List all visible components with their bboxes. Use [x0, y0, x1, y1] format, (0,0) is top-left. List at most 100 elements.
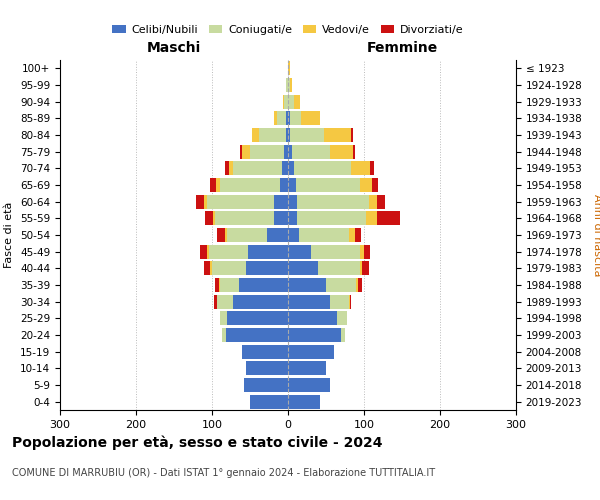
- Bar: [370, 194, 377, 209]
- Bar: [205, 261, 211, 276]
- Bar: [356, 278, 358, 292]
- Bar: [288, 78, 290, 92]
- Bar: [220, 278, 239, 292]
- Bar: [288, 378, 330, 392]
- Bar: [353, 144, 355, 159]
- Bar: [288, 112, 290, 126]
- Bar: [216, 178, 220, 192]
- Bar: [200, 244, 208, 259]
- Bar: [288, 344, 334, 359]
- Bar: [311, 244, 360, 259]
- Bar: [297, 211, 365, 226]
- Bar: [215, 278, 219, 292]
- Bar: [250, 394, 288, 409]
- Bar: [325, 128, 351, 142]
- Bar: [288, 311, 337, 326]
- Bar: [203, 194, 208, 209]
- Bar: [240, 144, 242, 159]
- Bar: [215, 211, 274, 226]
- Bar: [242, 344, 288, 359]
- Bar: [294, 162, 351, 175]
- Bar: [288, 94, 294, 109]
- Text: COMUNE DI MARRUBIU (OR) - Dati ISTAT 1° gennaio 2024 - Elaborazione TUTTITALIA.I: COMUNE DI MARRUBIU (OR) - Dati ISTAT 1° …: [12, 468, 435, 477]
- Bar: [337, 311, 347, 326]
- Bar: [288, 162, 294, 175]
- Bar: [213, 211, 215, 226]
- Bar: [349, 228, 355, 242]
- Bar: [211, 261, 212, 276]
- Bar: [365, 211, 377, 226]
- Bar: [248, 244, 288, 259]
- Bar: [350, 294, 351, 308]
- Bar: [259, 128, 286, 142]
- Bar: [286, 78, 288, 92]
- Bar: [362, 261, 368, 276]
- Bar: [196, 194, 203, 209]
- Bar: [330, 144, 353, 159]
- Bar: [355, 228, 361, 242]
- Bar: [282, 162, 288, 175]
- Bar: [220, 178, 280, 192]
- Bar: [212, 261, 246, 276]
- Bar: [297, 194, 370, 209]
- Text: Popolazione per età, sesso e stato civile - 2024: Popolazione per età, sesso e stato civil…: [12, 435, 383, 450]
- Bar: [371, 178, 377, 192]
- Bar: [242, 144, 250, 159]
- Bar: [330, 294, 349, 308]
- Bar: [319, 261, 360, 276]
- Bar: [280, 178, 288, 192]
- Bar: [288, 394, 320, 409]
- Bar: [292, 144, 330, 159]
- Bar: [229, 162, 233, 175]
- Y-axis label: Fasce di età: Fasce di età: [4, 202, 14, 268]
- Bar: [209, 244, 248, 259]
- Bar: [341, 328, 345, 342]
- Bar: [233, 294, 288, 308]
- Text: Femmine: Femmine: [367, 41, 437, 55]
- Bar: [288, 194, 297, 209]
- Bar: [233, 162, 282, 175]
- Bar: [377, 194, 385, 209]
- Bar: [284, 94, 288, 109]
- Bar: [288, 62, 290, 76]
- Bar: [239, 278, 288, 292]
- Bar: [286, 112, 288, 126]
- Y-axis label: Anni di nascita: Anni di nascita: [592, 194, 600, 276]
- Bar: [274, 194, 288, 209]
- Legend: Celibi/Nubili, Coniugati/e, Vedovi/e, Divorziati/e: Celibi/Nubili, Coniugati/e, Vedovi/e, Di…: [108, 20, 468, 39]
- Bar: [294, 94, 300, 109]
- Bar: [210, 178, 216, 192]
- Bar: [286, 128, 288, 142]
- Bar: [288, 294, 330, 308]
- Bar: [225, 228, 227, 242]
- Bar: [227, 311, 288, 326]
- Bar: [288, 261, 319, 276]
- Bar: [220, 311, 227, 326]
- Bar: [296, 178, 360, 192]
- Bar: [217, 294, 233, 308]
- Bar: [288, 144, 292, 159]
- Bar: [360, 244, 364, 259]
- Bar: [290, 78, 292, 92]
- Bar: [360, 178, 371, 192]
- Bar: [222, 328, 226, 342]
- Bar: [284, 144, 288, 159]
- Bar: [277, 112, 286, 126]
- Bar: [217, 228, 225, 242]
- Bar: [301, 112, 320, 126]
- Bar: [288, 278, 326, 292]
- Bar: [326, 278, 356, 292]
- Bar: [246, 361, 288, 376]
- Bar: [274, 211, 288, 226]
- Bar: [208, 194, 274, 209]
- Bar: [274, 112, 277, 126]
- Bar: [214, 294, 217, 308]
- Bar: [283, 94, 284, 109]
- Bar: [288, 211, 297, 226]
- Bar: [358, 278, 362, 292]
- Bar: [290, 128, 325, 142]
- Bar: [288, 328, 341, 342]
- Bar: [288, 361, 326, 376]
- Bar: [227, 228, 267, 242]
- Bar: [290, 112, 301, 126]
